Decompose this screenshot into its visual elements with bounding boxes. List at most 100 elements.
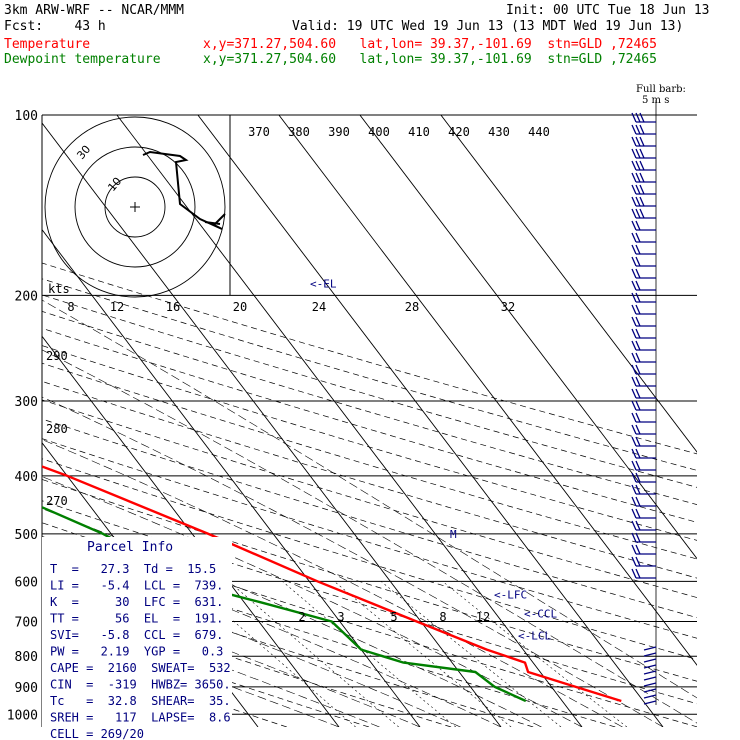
mixing-ratio-label: 8 bbox=[439, 610, 446, 624]
wind-barb bbox=[631, 172, 656, 183]
wind-barb-title: Full barb: bbox=[636, 84, 686, 95]
parcel-box-bg bbox=[42, 537, 232, 727]
lfc-marker: <-LFC bbox=[494, 588, 527, 601]
wind-barb bbox=[631, 424, 656, 435]
parcel-row: T = 27.3 Td = 15.5 bbox=[50, 562, 216, 576]
moist-adiabat bbox=[42, 580, 421, 727]
wind-barb bbox=[631, 412, 656, 423]
wind-barb bbox=[631, 196, 656, 207]
pressure-label: 600 bbox=[15, 575, 38, 590]
dry-adiabat bbox=[42, 380, 697, 579]
hodograph-speed-label: 16 bbox=[166, 300, 180, 314]
parcel-row: CAPE = 2160 SWEAT= 532 bbox=[50, 661, 231, 675]
parcel-row: K = 30 LFC = 631. bbox=[50, 595, 223, 609]
wind-barb-unit: 5 m s bbox=[642, 95, 669, 106]
wind-barb bbox=[631, 232, 656, 243]
mixing-ratio-label: 5 bbox=[390, 610, 397, 624]
wind-barb bbox=[631, 112, 656, 123]
wind-barb bbox=[631, 292, 656, 303]
wind-barb bbox=[643, 664, 657, 669]
isotherm bbox=[197, 115, 664, 727]
pressure-label: 500 bbox=[15, 528, 38, 543]
isotherm bbox=[0, 115, 15, 727]
wind-barb bbox=[643, 700, 657, 705]
dry-adiabat bbox=[42, 500, 697, 705]
wind-barb bbox=[631, 568, 656, 579]
init-time: Init: 00 UTC Tue 18 Jun 13 bbox=[506, 3, 710, 18]
isotherm bbox=[440, 115, 697, 453]
mixing-ratio-label: 3 bbox=[337, 610, 344, 624]
theta-label: 430 bbox=[488, 125, 510, 139]
dry-adiabat bbox=[42, 522, 697, 727]
theta-label: 390 bbox=[328, 125, 350, 139]
wind-barb bbox=[643, 676, 657, 681]
wind-barb bbox=[631, 508, 656, 519]
dry-adiabat bbox=[42, 262, 697, 455]
wind-barb bbox=[631, 304, 656, 315]
mixing-ratio-label: 2 bbox=[298, 610, 305, 624]
wind-barb bbox=[631, 268, 656, 279]
pressure-label: 200 bbox=[15, 289, 38, 304]
m-marker: M bbox=[450, 528, 457, 541]
wind-barb bbox=[631, 544, 656, 555]
wind-barb bbox=[631, 364, 656, 375]
theta-e-label: 270 bbox=[46, 494, 68, 508]
valid-time: Valid: 19 UTC Wed 19 Jun 13 (13 MDT Wed … bbox=[292, 19, 684, 34]
dry-adiabat bbox=[42, 479, 697, 682]
parcel-row: SREH = 117 LAPSE= 8.6 bbox=[50, 711, 231, 725]
hodograph-speed-label: 8 bbox=[67, 300, 74, 314]
isotherm bbox=[278, 115, 697, 666]
mixing-ratio-line bbox=[442, 581, 628, 727]
wind-barb bbox=[631, 244, 656, 255]
isotherm bbox=[42, 335, 340, 727]
parcel-row: LI = -5.4 LCL = 739. bbox=[50, 579, 223, 593]
mixing-ratio-line bbox=[380, 581, 562, 727]
hodograph-inset: 30 10 kts 8 12 16 20 24 28 32 bbox=[44, 115, 515, 314]
wind-barb bbox=[631, 316, 656, 327]
pressure-label: 300 bbox=[15, 395, 38, 410]
hodograph-trace bbox=[142, 150, 226, 230]
wind-barb bbox=[643, 658, 657, 663]
dewpoint-profile bbox=[42, 505, 527, 703]
wind-barb bbox=[643, 646, 657, 651]
hodograph-speed-label: 12 bbox=[110, 300, 124, 314]
temperature-legend: Temperature bbox=[4, 37, 91, 52]
wind-barb bbox=[631, 220, 656, 231]
theta-e-label: 280 bbox=[46, 422, 68, 436]
pressure-label: 900 bbox=[15, 681, 38, 696]
hodograph-speed-label: 24 bbox=[312, 300, 326, 314]
dry-adiabat bbox=[42, 310, 697, 505]
moist-adiabat bbox=[42, 396, 664, 727]
dry-adiabat bbox=[42, 294, 697, 488]
moist-adiabat bbox=[42, 476, 583, 727]
hodograph-ring-label: 10 bbox=[105, 175, 124, 194]
wind-barb bbox=[643, 688, 657, 693]
hodograph-speed-label: 20 bbox=[233, 300, 247, 314]
parcel-row: Tc = 32.8 SHEAR= 35. bbox=[50, 694, 231, 708]
hodograph-speed-label: 32 bbox=[501, 300, 515, 314]
pressure-label: 400 bbox=[15, 470, 38, 485]
wind-barb bbox=[631, 400, 656, 411]
wind-barb bbox=[631, 124, 656, 135]
hodograph-speed-label: 28 bbox=[405, 300, 419, 314]
theta-e-label: 290 bbox=[46, 349, 68, 363]
pressure-label: 1000 bbox=[7, 708, 38, 723]
isotherm bbox=[359, 115, 697, 560]
theta-label: 400 bbox=[368, 125, 390, 139]
hodograph-ring bbox=[104, 176, 166, 238]
wind-barb bbox=[631, 376, 656, 387]
wind-barb bbox=[631, 496, 656, 507]
parcel-title: Parcel Info bbox=[87, 540, 173, 555]
theta-label: 420 bbox=[448, 125, 470, 139]
wind-barb bbox=[643, 652, 657, 657]
theta-label: 440 bbox=[528, 125, 550, 139]
forecast-hour: Fcst: 43 h bbox=[4, 19, 106, 34]
moist-adiabat bbox=[42, 617, 340, 727]
wind-barb bbox=[631, 256, 656, 267]
parcel-row: SVI= -5.8 CCL = 679. bbox=[50, 628, 223, 642]
wind-barb bbox=[631, 520, 656, 531]
pressure-label: 700 bbox=[15, 615, 38, 630]
model-title: 3km ARW-WRF -- NCAR/MMM bbox=[4, 3, 185, 18]
moist-adiabat bbox=[42, 349, 697, 724]
